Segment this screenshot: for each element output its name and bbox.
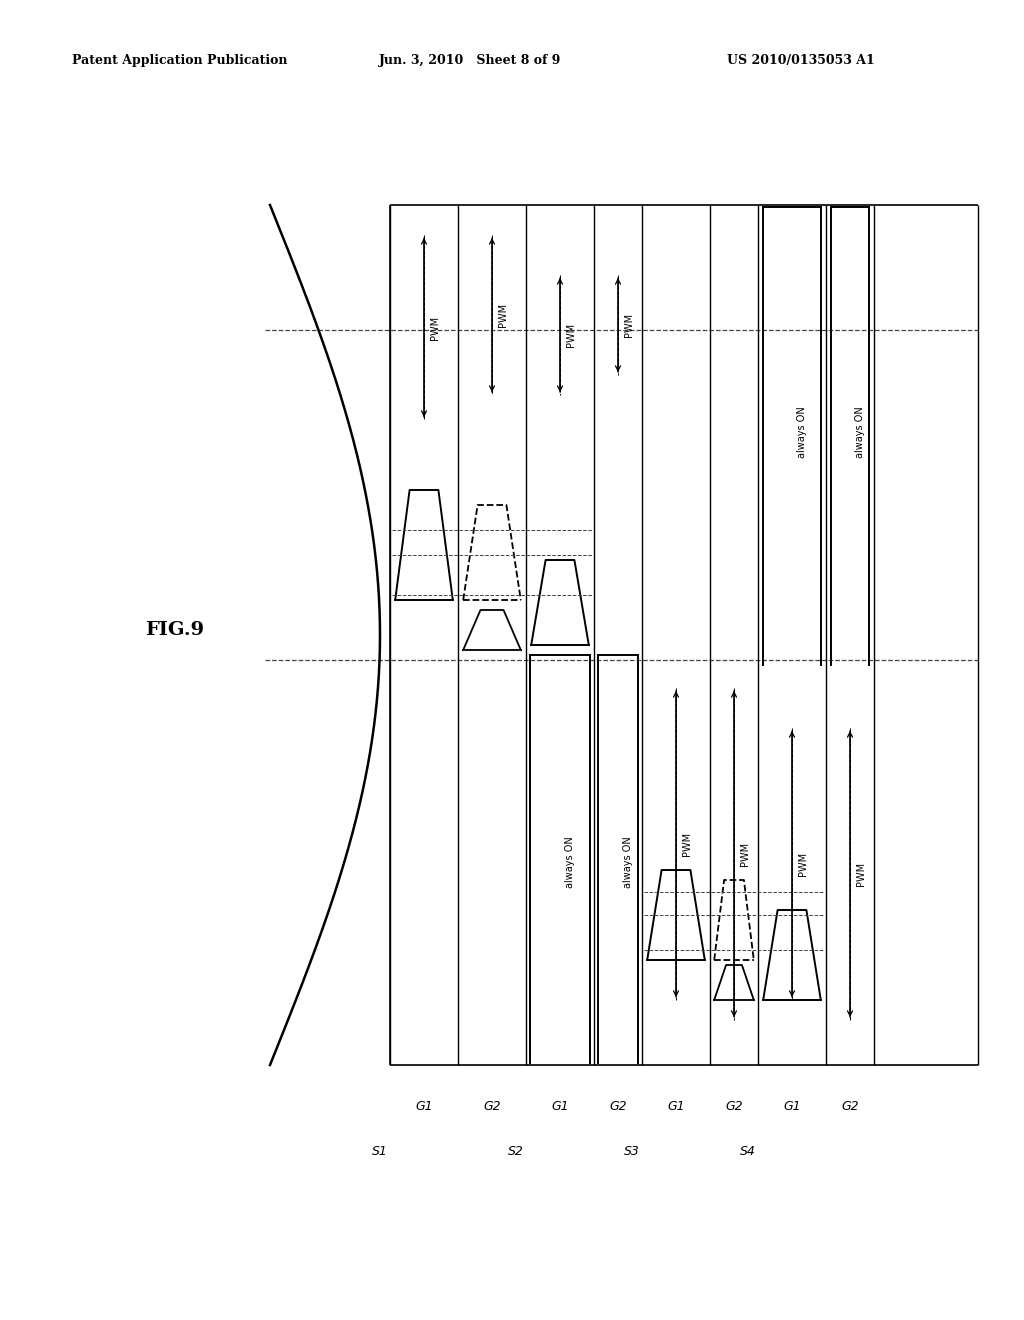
- Text: always ON: always ON: [565, 837, 575, 888]
- Text: PWM: PWM: [430, 315, 440, 339]
- Text: G2: G2: [841, 1100, 859, 1113]
- Text: G1: G1: [783, 1100, 801, 1113]
- Text: always ON: always ON: [855, 407, 865, 458]
- Text: G2: G2: [725, 1100, 742, 1113]
- Text: G1: G1: [551, 1100, 568, 1113]
- Text: US 2010/0135053 A1: US 2010/0135053 A1: [727, 54, 874, 67]
- Text: always ON: always ON: [797, 407, 807, 458]
- Text: G2: G2: [609, 1100, 627, 1113]
- Text: PWM: PWM: [566, 323, 575, 347]
- Text: Patent Application Publication: Patent Application Publication: [72, 54, 287, 67]
- Text: PWM: PWM: [856, 862, 866, 886]
- Text: PWM: PWM: [498, 302, 508, 327]
- Text: PWM: PWM: [798, 851, 808, 876]
- Text: PWM: PWM: [740, 842, 750, 866]
- Text: G1: G1: [415, 1100, 433, 1113]
- Text: PWM: PWM: [682, 832, 692, 857]
- Text: S1: S1: [372, 1144, 388, 1158]
- Text: FIG.9: FIG.9: [145, 620, 205, 639]
- Text: PWM: PWM: [624, 313, 634, 337]
- Text: S3: S3: [624, 1144, 640, 1158]
- Text: always ON: always ON: [623, 837, 633, 888]
- Text: G1: G1: [668, 1100, 685, 1113]
- Text: S4: S4: [740, 1144, 756, 1158]
- Text: Jun. 3, 2010   Sheet 8 of 9: Jun. 3, 2010 Sheet 8 of 9: [379, 54, 561, 67]
- Text: S2: S2: [508, 1144, 524, 1158]
- Text: G2: G2: [483, 1100, 501, 1113]
